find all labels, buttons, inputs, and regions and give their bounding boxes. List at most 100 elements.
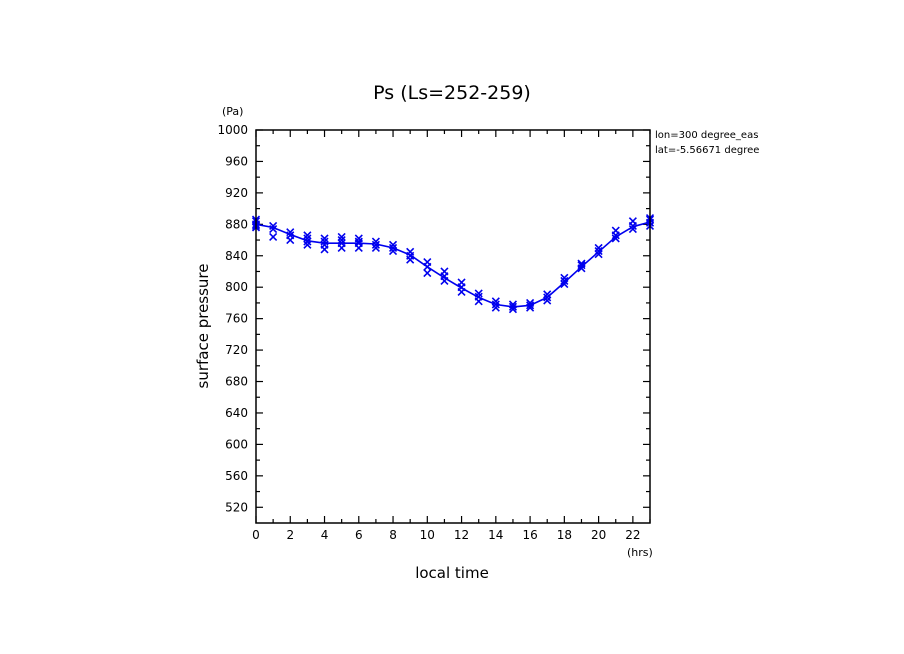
marker-stroke	[371, 243, 380, 252]
data-point-marker	[560, 279, 569, 289]
marker-stroke	[388, 246, 398, 256]
x-tick-label: 0	[252, 528, 260, 542]
y-tick-label: 600	[225, 437, 248, 451]
marker-stroke	[543, 290, 552, 299]
marker-stroke	[560, 279, 569, 289]
data-point-marker	[269, 232, 278, 241]
marker-stroke	[457, 278, 466, 287]
marker-stroke	[611, 226, 620, 235]
y-tick-label: 880	[225, 217, 248, 231]
y-tick-label: 1000	[217, 123, 248, 137]
data-point-marker	[406, 247, 415, 256]
data-point-marker	[526, 301, 535, 310]
marker-stroke	[286, 231, 295, 240]
data-point-marker	[303, 240, 312, 249]
data-point-marker	[594, 243, 603, 252]
marker-stroke	[354, 234, 363, 243]
marker-stroke	[388, 243, 398, 252]
data-point-marker	[628, 224, 637, 234]
data-point-marker	[320, 240, 329, 249]
data-point-marker	[508, 300, 518, 309]
data-point-marker	[543, 290, 552, 299]
marker-stroke	[491, 300, 500, 309]
marker-stroke	[577, 259, 586, 268]
x-tick-label: 12	[454, 528, 469, 542]
marker-stroke	[611, 234, 620, 243]
data-point-marker	[474, 292, 483, 301]
x-tick-label: 14	[488, 528, 503, 542]
marker-stroke	[543, 293, 552, 302]
y-tick-label: 640	[225, 406, 248, 420]
data-point-marker	[371, 243, 380, 252]
data-point-marker	[388, 240, 398, 249]
y-axis-label: surface pressure	[194, 264, 212, 389]
marker-stroke	[269, 224, 278, 234]
y-tick-label: 840	[225, 249, 248, 263]
marker-stroke	[628, 217, 637, 226]
data-point-marker	[354, 237, 363, 246]
data-point-marker	[337, 239, 346, 248]
marker-stroke	[354, 237, 363, 246]
data-point-marker	[423, 268, 432, 278]
x-tick-label: 8	[389, 528, 397, 542]
data-point-marker	[303, 231, 312, 240]
data-point-marker	[354, 234, 363, 243]
marker-stroke	[491, 303, 500, 312]
data-point-marker	[286, 228, 295, 237]
series-line	[255, 221, 651, 308]
y-tick-label: 960	[225, 154, 248, 168]
marker-stroke	[303, 237, 312, 246]
data-point-marker	[371, 237, 380, 246]
data-point-marker	[577, 259, 586, 268]
data-point-marker	[594, 250, 603, 259]
marker-stroke	[594, 250, 603, 259]
marker-stroke	[543, 296, 552, 305]
marker-stroke	[337, 239, 346, 248]
data-point-marker	[611, 234, 620, 243]
data-point-marker	[491, 297, 500, 306]
annotation-lat: lat=-5.56671 degree	[655, 145, 759, 156]
marker-stroke	[371, 237, 380, 246]
marker-stroke	[320, 237, 329, 246]
data-point-marker	[560, 273, 569, 282]
data-point-marker	[440, 267, 449, 276]
data-point-marker	[320, 237, 329, 246]
marker-stroke	[371, 240, 380, 249]
y-tick-label: 520	[225, 500, 248, 514]
marker-stroke	[594, 246, 603, 256]
data-point-marker	[474, 289, 483, 298]
data-point-marker	[320, 234, 329, 243]
marker-stroke	[474, 289, 483, 298]
data-point-marker	[337, 235, 346, 245]
marker-stroke	[337, 235, 346, 245]
marker-stroke	[628, 224, 637, 234]
marker-stroke	[423, 257, 432, 267]
x-tick-label: 22	[625, 528, 640, 542]
data-point-marker	[303, 234, 312, 243]
marker-stroke	[474, 292, 483, 301]
x-tick-label: 18	[557, 528, 572, 542]
data-point-marker	[543, 293, 552, 302]
marker-stroke	[594, 243, 603, 252]
marker-stroke	[388, 240, 398, 249]
data-point-marker	[577, 261, 586, 270]
marker-stroke	[440, 267, 449, 276]
x-tick-label: 2	[286, 528, 294, 542]
data-point-marker	[303, 237, 312, 246]
x-axis-label: local time	[415, 564, 489, 582]
marker-stroke	[560, 276, 569, 285]
annotation-lon: lon=300 degree_eas	[655, 130, 758, 141]
marker-stroke	[269, 232, 278, 241]
marker-stroke	[491, 297, 500, 306]
marker-stroke	[303, 234, 312, 243]
data-point-marker	[508, 302, 518, 311]
marker-stroke	[577, 261, 586, 270]
marker-stroke	[303, 231, 312, 240]
marker-stroke	[508, 302, 518, 311]
data-point-marker	[526, 298, 535, 307]
data-point-marker	[388, 246, 398, 256]
marker-stroke	[303, 240, 312, 249]
y-unit-label: (Pa)	[222, 105, 243, 118]
y-tick-label: 680	[225, 375, 248, 389]
